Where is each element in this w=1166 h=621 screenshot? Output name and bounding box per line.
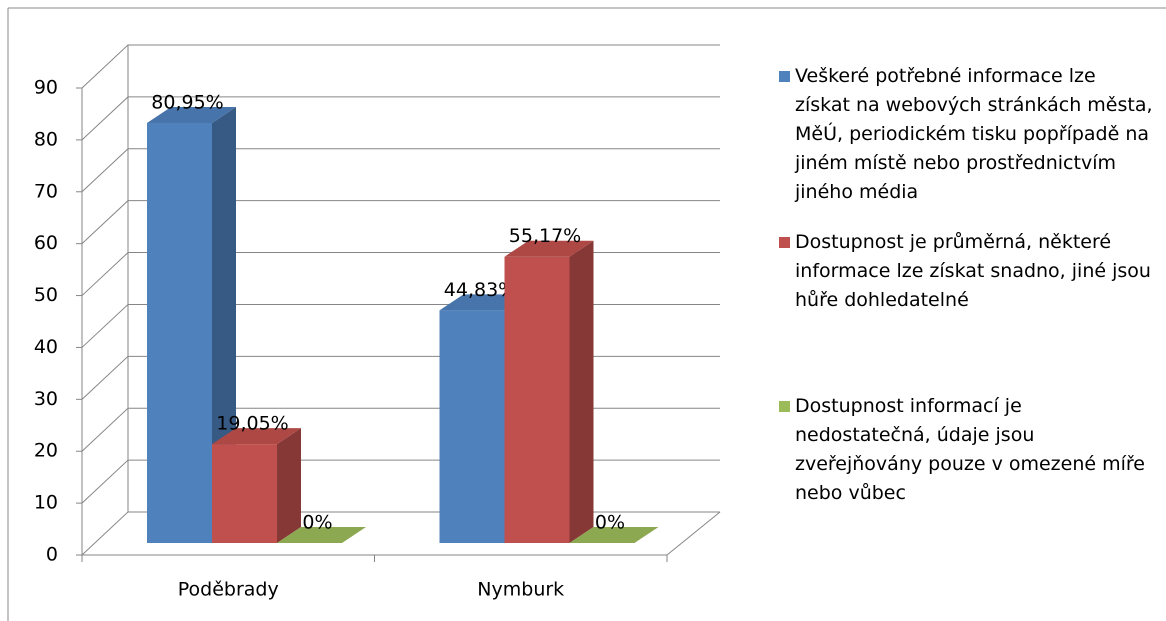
grid-line — [81, 148, 720, 193]
y-tick-label: 80 — [34, 128, 58, 150]
grid-line — [81, 44, 720, 89]
y-tick-label: 90 — [34, 77, 58, 99]
x-tick-label: Poděbrady — [178, 579, 279, 601]
data-label: 0% — [302, 512, 332, 534]
grid-line — [81, 96, 720, 141]
y-tick-label: 60 — [34, 232, 58, 254]
data-label: 55,17% — [509, 225, 581, 247]
legend-label: Dostupnost je průměrná, některé informac… — [795, 231, 1151, 311]
grid-line — [81, 200, 720, 245]
x-tick-label: Nymburk — [477, 579, 564, 601]
bar-front — [439, 310, 505, 543]
y-tick-label: 10 — [34, 492, 58, 514]
legend-label: Dostupnost informací je nedostatečná, úd… — [795, 395, 1145, 504]
bar — [569, 527, 659, 543]
bar-side — [569, 240, 594, 543]
bar-top — [504, 240, 594, 257]
bar-front — [504, 256, 570, 543]
bar-top — [569, 527, 659, 543]
bar-top — [277, 527, 366, 543]
legend-swatch — [779, 237, 790, 248]
y-tick-label: 30 — [34, 388, 58, 410]
bar-front — [147, 122, 212, 543]
bar — [277, 527, 366, 543]
y-tick-label: 70 — [34, 180, 58, 202]
bar-side — [277, 428, 301, 543]
data-label: 80,95% — [151, 91, 223, 113]
y-tick-label: 0 — [46, 544, 58, 566]
bar-top — [212, 428, 301, 445]
data-label: 19,05% — [216, 413, 288, 435]
bar-top — [147, 106, 236, 123]
bar — [212, 428, 301, 543]
axis — [666, 511, 721, 556]
y-tick-label: 50 — [34, 284, 58, 306]
y-tick-label: 40 — [34, 336, 58, 358]
legend-swatch — [779, 71, 790, 82]
legend-swatch — [779, 401, 790, 412]
bar-front — [212, 444, 277, 543]
data-label: 0% — [595, 512, 625, 534]
data-label: 44,83% — [444, 279, 516, 301]
bar — [504, 240, 594, 543]
y-tick-label: 20 — [34, 440, 58, 462]
legend-label: Veškeré potřebné informace lze získat na… — [795, 65, 1153, 203]
